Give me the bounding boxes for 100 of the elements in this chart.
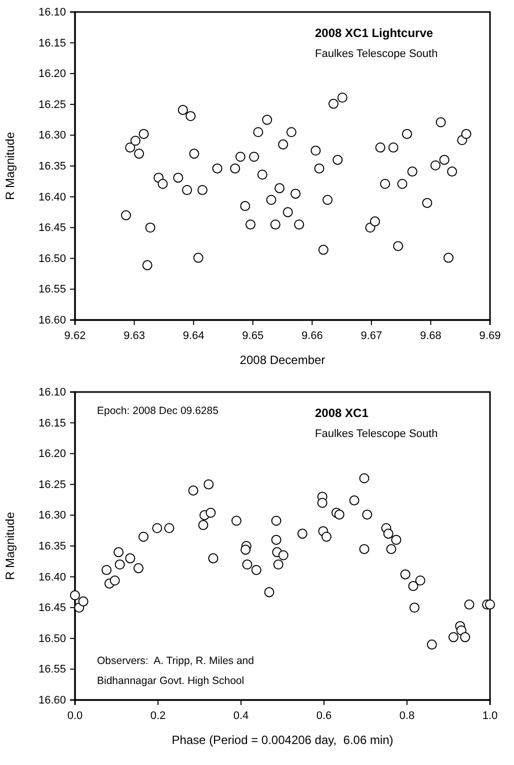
text: Faulkes Telescope South — [315, 428, 438, 440]
point — [134, 148, 144, 159]
y-tick-label: 16.40 — [38, 571, 66, 584]
point — [317, 498, 328, 508]
annotation: Epoch: 2008 Dec 09.6285 — [97, 405, 219, 417]
point — [186, 111, 196, 122]
point — [460, 632, 470, 642]
point — [408, 581, 418, 592]
point — [178, 104, 188, 115]
point — [380, 178, 390, 189]
y-tick-label: 16.60 — [38, 694, 66, 707]
point — [439, 154, 450, 165]
y-axis-title: R Magnitude — [3, 132, 17, 200]
point — [257, 170, 268, 180]
y-tick-label: 16.50 — [38, 632, 66, 645]
point — [310, 146, 321, 156]
point — [231, 516, 242, 526]
point — [120, 210, 131, 220]
point — [443, 252, 454, 263]
point — [235, 152, 246, 162]
point — [188, 486, 198, 496]
text: Faulkes Telescope South — [315, 48, 438, 60]
point — [383, 528, 394, 539]
y-tick-label: 16.45 — [38, 222, 66, 234]
point — [297, 528, 308, 539]
point — [397, 178, 408, 189]
point — [286, 127, 296, 138]
point — [114, 547, 124, 558]
point — [253, 127, 264, 138]
y-tick-label: 16.45 — [38, 602, 66, 614]
point — [158, 178, 168, 189]
text: 2008 XC1 — [315, 406, 369, 420]
point — [204, 479, 214, 490]
y-tick-label: 16.40 — [38, 191, 66, 204]
point — [290, 188, 301, 199]
point — [142, 260, 152, 270]
y-tick-label: 16.10 — [38, 6, 66, 19]
y-tick-label: 16.25 — [38, 478, 66, 491]
y-tick-label: 16.20 — [38, 448, 66, 460]
y-tick-label: 16.55 — [38, 664, 66, 676]
point — [240, 544, 251, 555]
x-tick-label: 9.67 — [360, 330, 382, 342]
x-tick-label: 9.65 — [242, 330, 264, 342]
point — [251, 565, 262, 576]
y-tick-label: 16.50 — [38, 252, 66, 265]
point — [114, 559, 125, 570]
y-tick-label: 16.10 — [38, 386, 66, 399]
point — [436, 117, 446, 128]
point — [274, 183, 285, 194]
x-tick-label: 9.68 — [420, 330, 442, 342]
y-tick-label: 16.25 — [38, 98, 66, 111]
y-tick-label: 16.15 — [38, 37, 66, 50]
point — [388, 142, 398, 153]
point — [138, 128, 149, 139]
point — [391, 534, 402, 545]
x-tick-label: 0.0 — [67, 710, 83, 722]
point — [110, 575, 120, 586]
point — [240, 201, 250, 212]
point — [321, 532, 332, 542]
point — [375, 142, 386, 153]
point — [182, 185, 192, 196]
y-tick-label: 16.20 — [38, 68, 66, 80]
point — [322, 194, 333, 205]
point — [271, 534, 282, 545]
annotation: Observers: A. Tripp, R. Miles and — [97, 655, 254, 667]
x-tick-label: 9.64 — [182, 330, 204, 342]
point — [448, 632, 458, 642]
point — [359, 544, 370, 554]
point — [245, 220, 256, 230]
point — [484, 600, 496, 610]
point — [409, 602, 420, 613]
point — [370, 216, 380, 226]
y-tick-label: 16.30 — [38, 130, 66, 142]
y-tick-label: 16.30 — [38, 510, 66, 522]
point — [294, 220, 304, 230]
point — [461, 128, 472, 139]
y-tick-label: 16.55 — [38, 284, 66, 296]
point — [138, 532, 148, 542]
point — [386, 544, 396, 554]
x-tick-label: 9.69 — [479, 330, 501, 342]
point — [400, 569, 410, 580]
point — [212, 163, 222, 174]
point — [197, 185, 208, 196]
x-axis-title: 2008 December — [240, 353, 326, 367]
point — [362, 510, 372, 520]
y-tick-label: 16.60 — [38, 314, 66, 327]
y-tick-label: 16.35 — [38, 540, 66, 553]
point — [230, 163, 240, 174]
point — [464, 600, 474, 610]
point — [447, 166, 458, 177]
point — [70, 590, 80, 600]
point — [332, 154, 343, 165]
point — [359, 473, 370, 484]
point — [337, 92, 348, 103]
x-tick-label: 9.63 — [124, 330, 145, 342]
y-tick-label: 16.15 — [38, 417, 66, 430]
point — [206, 508, 216, 518]
x-tick-label: 0.8 — [399, 710, 415, 722]
point — [145, 222, 156, 233]
point — [125, 142, 136, 153]
